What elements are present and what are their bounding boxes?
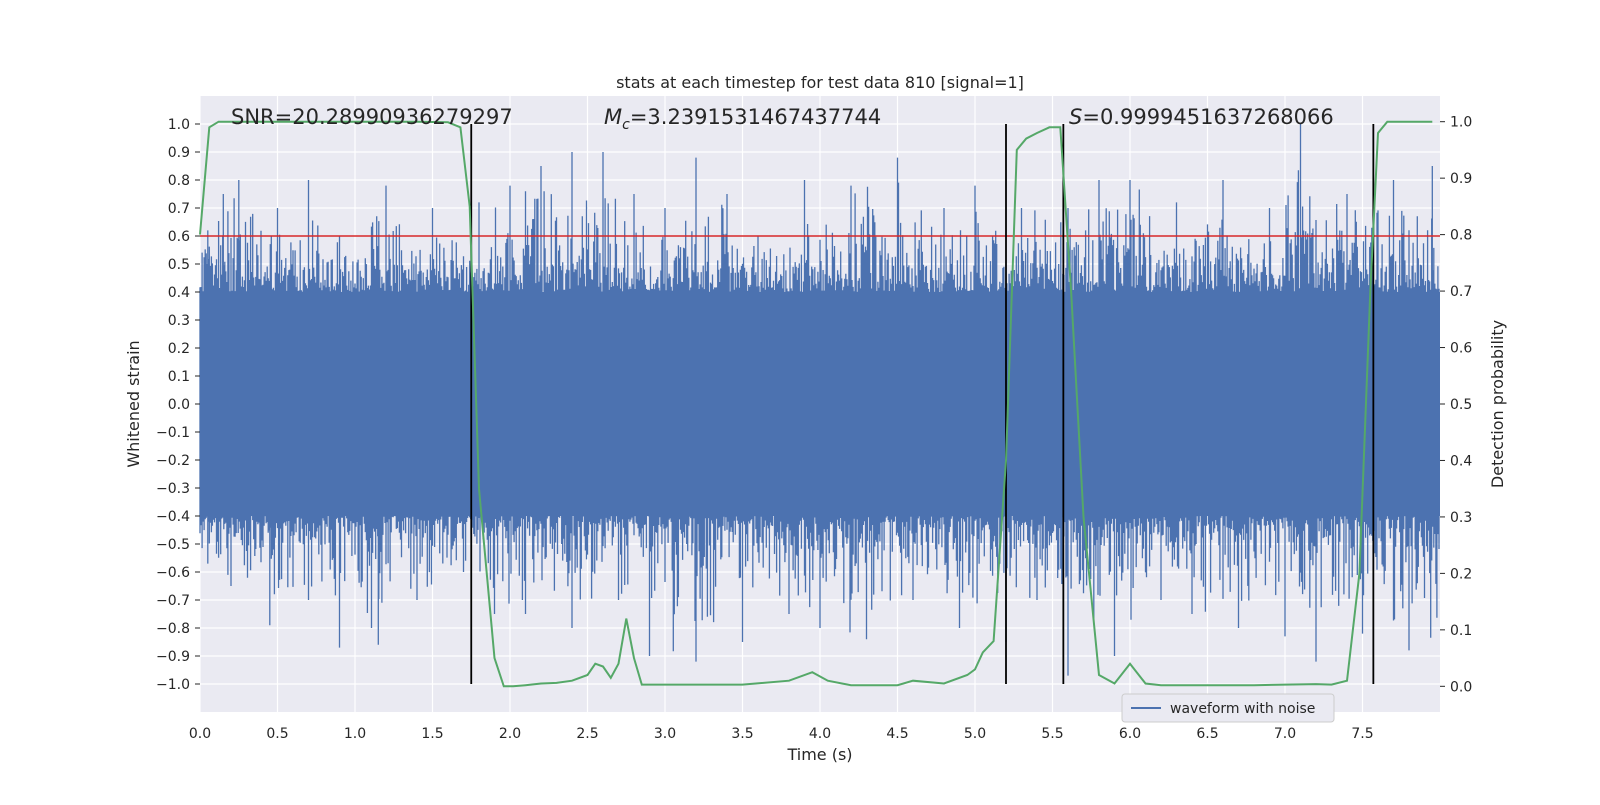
y-tick-label: 0.7 [168, 201, 190, 217]
waveform-spikes [199, 124, 1440, 676]
y-tick-label: 0.8 [168, 173, 190, 189]
y-tick-label: −0.6 [156, 565, 190, 581]
y-tick-label: −0.7 [156, 593, 190, 609]
y-tick-label: −1.0 [156, 677, 190, 693]
y-tick-label: 0.9 [168, 145, 190, 161]
chart-title: stats at each timestep for test data 810… [616, 73, 1024, 92]
y2-tick-label: 0.7 [1450, 284, 1472, 300]
x-axis-label: Time (s) [786, 745, 852, 764]
y-tick-label: 0.1 [168, 369, 190, 385]
y-tick-label: −0.2 [156, 453, 190, 469]
x-tick-label: 7.0 [1274, 726, 1296, 742]
y2-tick-label: 0.1 [1450, 623, 1472, 639]
x-tick-label: 1.0 [344, 726, 366, 742]
x-tick-label: 7.5 [1351, 726, 1373, 742]
y2-tick-label: 0.5 [1450, 397, 1472, 413]
probability-series [199, 120, 1433, 688]
y-tick-label: 0.2 [168, 341, 190, 357]
x-tick-label: 1.5 [421, 726, 443, 742]
x-tick-label: 4.0 [809, 726, 831, 742]
y-tick-label: 0.5 [168, 257, 190, 273]
y-axis-label: Whitened strain [124, 340, 143, 467]
x-tick-label: 0.0 [189, 726, 211, 742]
x-tick-label: 6.0 [1119, 726, 1141, 742]
legend: waveform with noise [1121, 693, 1335, 723]
y-tick-label: −0.3 [156, 481, 190, 497]
score-annotation: S=0.9999451637268066 [1069, 105, 1334, 129]
y2-axis-label: Detection probability [1488, 320, 1507, 488]
legend-box [1121, 693, 1335, 723]
y-tick-label: −0.8 [156, 621, 190, 637]
y-tick-label: −0.9 [156, 649, 190, 665]
x-tick-label: 6.5 [1196, 726, 1218, 742]
y2-tick-label: 0.6 [1450, 341, 1472, 357]
x-tick-label: 5.0 [964, 726, 986, 742]
y-tick-label: 1.0 [168, 117, 190, 133]
y2-tick-label: 0.8 [1450, 228, 1472, 244]
y2-tick-label: 0.0 [1450, 679, 1472, 695]
x-tick-label: 3.5 [731, 726, 753, 742]
x-tick-label: 0.5 [266, 726, 288, 742]
y2-tick-label: 1.0 [1450, 115, 1472, 131]
waveform-series [199, 124, 1440, 676]
y-tick-label: 0.3 [168, 313, 190, 329]
probability-line [199, 120, 1433, 688]
y-tick-label: −0.1 [156, 425, 190, 441]
y2-tick-label: 0.3 [1450, 510, 1472, 526]
x-tick-label: 4.5 [886, 726, 908, 742]
x-tick-label: 3.0 [654, 726, 676, 742]
tick-labels: 0.0 0.5 1.0 1.5 2.0 2.5 3.0 3.5 4.0 4.5 5.0 5.5 6.0 6… [156, 115, 1472, 742]
y-tick-label: 0.0 [168, 397, 190, 413]
chirp-mass-annotation: Mc=3.2391531467437744 [604, 105, 881, 133]
y2-tick-label: 0.9 [1450, 171, 1472, 187]
y-tick-label: 0.4 [168, 285, 190, 301]
y-tick-label: 0.6 [168, 229, 190, 245]
x-tick-label: 2.5 [576, 726, 598, 742]
x-tick-label: 2.0 [499, 726, 521, 742]
snr-annotation: SNR=20.28990936279297 [231, 105, 513, 129]
legend-label: waveform with noise [1170, 701, 1315, 717]
y2-tick-label: 0.2 [1450, 566, 1472, 582]
y-tick-label: −0.5 [156, 537, 190, 553]
y-tick-label: −0.4 [156, 509, 190, 525]
reference-lines [200, 124, 1440, 684]
x-tick-label: 5.5 [1041, 726, 1063, 742]
y2-tick-label: 0.4 [1450, 453, 1472, 469]
